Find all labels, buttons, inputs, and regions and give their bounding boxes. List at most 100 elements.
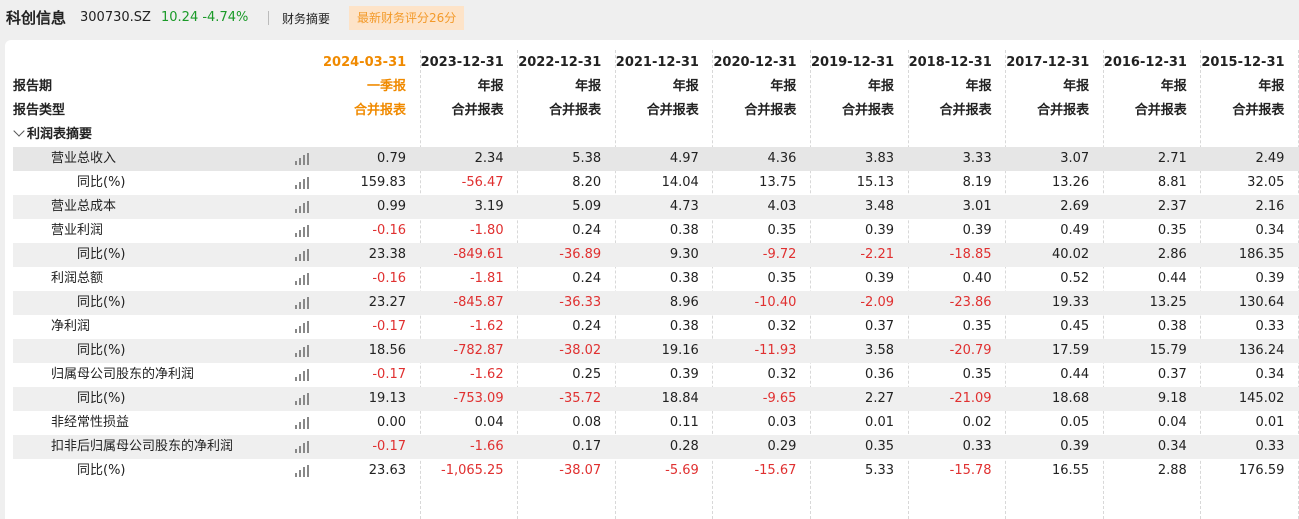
table-cell: 0.39 <box>865 223 894 238</box>
row-label: 同比(%) <box>77 175 126 190</box>
table-cell: -2.09 <box>860 295 894 310</box>
bar-chart-icon[interactable] <box>295 321 309 333</box>
table-cell: 0.29 <box>767 439 797 454</box>
row-label: 同比(%) <box>77 343 126 358</box>
table-cell: 3.01 <box>962 199 992 214</box>
report-type-cell: 合并报表 <box>939 103 992 118</box>
chevron-down-icon[interactable] <box>13 125 25 137</box>
bar-chart-icon-bar <box>303 347 305 357</box>
table-cell: 18.84 <box>661 391 699 406</box>
row-label: 扣非后归属母公司股东的净利润 <box>51 439 234 454</box>
bar-chart-icon[interactable] <box>295 417 309 429</box>
bar-chart-icon[interactable] <box>295 225 309 237</box>
column-separator <box>1005 50 1007 519</box>
table-row[interactable]: 非经常性损益 0.00 0.04 0.08 0.11 0.03 0.01 0.02 0.05 0.… <box>13 411 1299 435</box>
bar-chart-icon-bar <box>307 465 309 477</box>
table-cell: -21.09 <box>949 391 992 406</box>
row-label: 归属母公司股东的净利润 <box>51 367 195 382</box>
bar-chart-icon[interactable] <box>295 345 309 357</box>
table-cell: -15.78 <box>949 463 992 478</box>
bar-chart-icon-bar <box>307 225 309 237</box>
row-label: 营业总收入 <box>51 151 117 166</box>
row-label: 净利润 <box>51 319 91 334</box>
table-cell: 5.38 <box>572 151 602 166</box>
column-separator <box>517 50 519 519</box>
table-cell: 0.05 <box>1060 415 1090 430</box>
table-row[interactable]: 同比(%) 23.27 -845.87 -36.33 8.96 -10.40 -2.09 -2… <box>13 291 1299 315</box>
table-cell: -10.40 <box>754 295 797 310</box>
table-cell: -2.21 <box>860 247 894 262</box>
bar-chart-icon[interactable] <box>295 249 309 261</box>
bar-chart-icon[interactable] <box>295 369 309 381</box>
bar-chart-icon[interactable] <box>295 393 309 405</box>
report-type-cell: 合并报表 <box>353 103 406 118</box>
stock-header: 科创信息 300730.SZ 10.24 -4.74% 财务摘要 最新财务评分2… <box>0 0 1299 36</box>
section-header-income-statement[interactable]: 利润表摘要 <box>13 123 1299 147</box>
table-cell: -23.86 <box>949 295 992 310</box>
bar-chart-icon-bar <box>307 201 309 213</box>
bar-chart-icon-bar <box>295 449 297 453</box>
period-date-cell[interactable]: 2022-12-31 <box>518 55 602 70</box>
table-row[interactable]: 营业总收入 0.79 2.34 5.38 4.97 4.36 3.83 3.33 3.07 2.7… <box>13 147 1299 171</box>
table-cell: 0.49 <box>1060 223 1090 238</box>
table-cell: 0.40 <box>962 271 992 286</box>
table-row[interactable]: 同比(%) 19.13 -753.09 -35.72 18.84 -9.65 2.27 -21… <box>13 387 1299 411</box>
table-row[interactable]: 营业利润 -0.16 -1.80 0.24 0.38 0.35 0.39 0.39 0.49 0.… <box>13 219 1299 243</box>
table-row[interactable]: 扣非后归属母公司股东的净利润 -0.17 -1.66 0.17 0.28 0.29 0.35… <box>13 435 1299 459</box>
table-row[interactable]: 同比(%) 18.56 -782.87 -38.02 19.16 -11.93 3.58 -2… <box>13 339 1299 363</box>
table-cell: 0.24 <box>572 271 602 286</box>
period-date-cell[interactable]: 2015-12-31 <box>1201 55 1285 70</box>
bar-chart-icon[interactable] <box>295 201 309 213</box>
period-date-cell[interactable]: 2017-12-31 <box>1006 55 1090 70</box>
table-cell: 2.27 <box>865 391 894 406</box>
bar-chart-icon-bar <box>295 209 297 213</box>
report-period-cell: 年报 <box>575 79 602 94</box>
table-row[interactable]: 净利润 -0.17 -1.62 0.24 0.38 0.32 0.37 0.35 0.45 0.3… <box>13 315 1299 339</box>
table-cell: -1.81 <box>469 271 504 286</box>
period-date-cell[interactable]: 2020-12-31 <box>713 55 797 70</box>
column-separator <box>1102 50 1104 519</box>
period-date-cell[interactable]: 2018-12-31 <box>908 55 992 70</box>
bar-chart-icon[interactable] <box>295 153 309 165</box>
table-cell: 16.55 <box>1051 463 1090 478</box>
period-date-cell[interactable]: 2019-12-31 <box>811 55 895 70</box>
section-title-text: 利润表摘要 <box>27 127 93 142</box>
period-date-cell[interactable]: 2016-12-31 <box>1103 55 1187 70</box>
table-cell: 4.97 <box>669 151 699 166</box>
report-type-cell: 合并报表 <box>841 103 894 118</box>
report-type-cell: 合并报表 <box>1232 103 1285 118</box>
table-cell: -15.67 <box>754 463 797 478</box>
table-cell: 0.39 <box>669 367 699 382</box>
bar-chart-icon[interactable] <box>295 177 309 189</box>
table-row[interactable]: 归属母公司股东的净利润 -0.17 -1.62 0.25 0.39 0.32 0.36 0.3… <box>13 363 1299 387</box>
table-row[interactable]: 营业总成本 0.99 3.19 5.09 4.73 4.03 3.48 3.01 2.69 2.3… <box>13 195 1299 219</box>
row-label: 同比(%) <box>77 295 126 310</box>
table-row[interactable]: 同比(%) 23.63 -1,065.25 -38.07 -5.69 -15.67 5.33… <box>13 459 1299 483</box>
table-cell: 0.38 <box>1157 319 1187 334</box>
table-cell: -845.87 <box>453 295 504 310</box>
table-row[interactable]: 利润总额 -0.16 -1.81 0.24 0.38 0.35 0.39 0.40 0.52 0.… <box>13 267 1299 291</box>
tab-financial-summary[interactable]: 财务摘要 <box>282 12 331 26</box>
table-cell: 0.39 <box>1255 271 1285 286</box>
table-row[interactable]: 同比(%) 159.83 -56.47 8.20 14.04 13.75 15.13 8.19… <box>13 171 1299 195</box>
table-cell: -20.79 <box>949 343 992 358</box>
table-cell: -5.69 <box>665 463 699 478</box>
report-type-cell: 合并报表 <box>646 103 699 118</box>
bar-chart-icon[interactable] <box>295 297 309 309</box>
period-date-cell[interactable]: 2024-03-31 <box>323 55 407 70</box>
table-cell: 0.36 <box>865 367 894 382</box>
table-cell: 0.35 <box>962 319 992 334</box>
bar-chart-icon-bar <box>303 179 305 189</box>
table-cell: 0.45 <box>1060 319 1090 334</box>
period-date-cell[interactable]: 2023-12-31 <box>420 55 504 70</box>
bar-chart-icon[interactable] <box>295 441 309 453</box>
bar-chart-icon[interactable] <box>295 465 309 477</box>
period-date-cell[interactable]: 2021-12-31 <box>615 55 699 70</box>
table-row[interactable]: 同比(%) 23.38 -849.61 -36.89 9.30 -9.72 -2.21 -18… <box>13 243 1299 267</box>
table-cell: 13.26 <box>1051 175 1090 190</box>
bar-chart-icon[interactable] <box>295 273 309 285</box>
bar-chart-icon-bar <box>307 153 309 165</box>
report-period-cell: 年报 <box>477 79 504 94</box>
financial-score-badge[interactable]: 最新财务评分26分 <box>349 6 465 30</box>
table-cell: -0.17 <box>372 319 406 334</box>
